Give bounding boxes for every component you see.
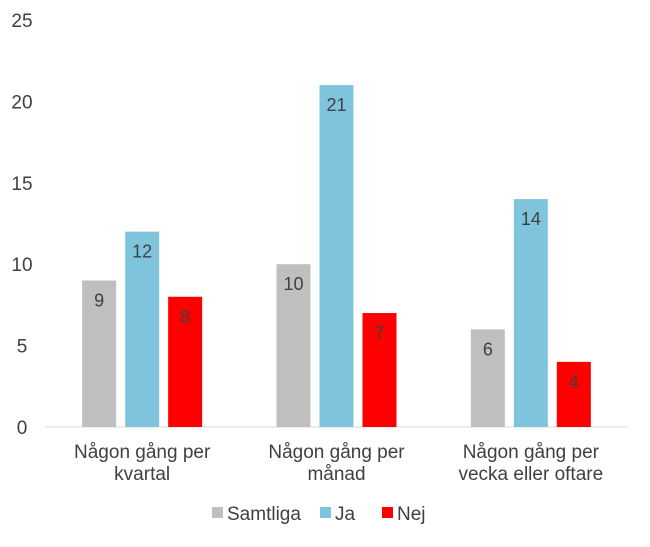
legend-label-samtliga: Samtliga bbox=[227, 504, 301, 525]
data-label: 6 bbox=[483, 339, 493, 359]
data-label: 10 bbox=[283, 274, 303, 294]
x-category-label: Någon gång per bbox=[463, 442, 600, 463]
legend-swatch-ja bbox=[320, 507, 331, 518]
bar-samtliga bbox=[276, 264, 311, 427]
bar-ja bbox=[125, 231, 160, 427]
data-label: 7 bbox=[374, 323, 384, 343]
legend-label-ja: Ja bbox=[335, 504, 356, 525]
legend-swatch-samtliga bbox=[212, 507, 223, 518]
legend-swatch-nej bbox=[382, 507, 393, 518]
data-label: 4 bbox=[569, 372, 579, 392]
bar-nej bbox=[362, 313, 397, 427]
bar-nej bbox=[556, 361, 591, 427]
x-category-label: kvartal bbox=[114, 464, 170, 485]
bar-samtliga bbox=[82, 280, 117, 427]
y-tick-label: 0 bbox=[17, 418, 28, 439]
data-label: 14 bbox=[521, 209, 541, 229]
y-tick-label: 15 bbox=[11, 174, 32, 195]
y-tick-label: 20 bbox=[11, 92, 32, 113]
data-label: 9 bbox=[94, 290, 104, 310]
data-label: 8 bbox=[180, 307, 190, 327]
legend-label-nej: Nej bbox=[397, 504, 426, 525]
x-category-label: Någon gång per bbox=[74, 442, 211, 463]
x-category-label: Någon gång per bbox=[268, 442, 405, 463]
bar-nej bbox=[168, 296, 203, 427]
x-category-label: vecka eller oftare bbox=[458, 464, 603, 485]
bar-ja bbox=[319, 85, 354, 428]
y-tick-label: 25 bbox=[11, 11, 32, 32]
bar-samtliga bbox=[470, 329, 505, 427]
data-label: 21 bbox=[326, 95, 346, 115]
y-tick-label: 10 bbox=[11, 255, 32, 276]
y-tick-label: 5 bbox=[17, 337, 28, 358]
bar-ja bbox=[513, 199, 548, 427]
data-label: 12 bbox=[132, 242, 152, 262]
x-category-label: månad bbox=[307, 464, 365, 485]
